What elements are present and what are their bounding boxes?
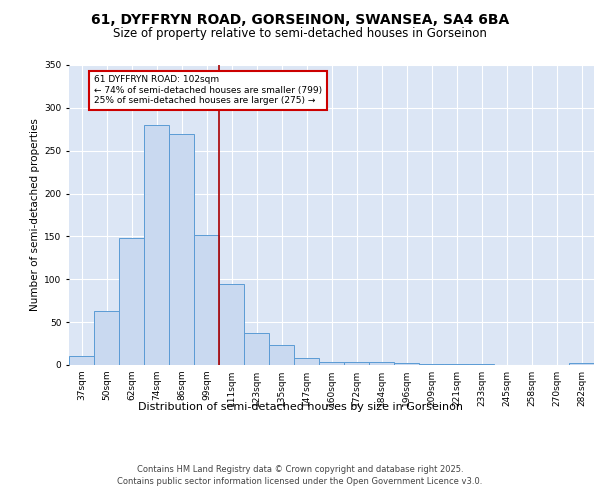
Bar (444, 364, 469, 365)
Bar (469, 364, 494, 365)
Text: Distribution of semi-detached houses by size in Gorseinon: Distribution of semi-detached houses by … (137, 402, 463, 412)
Y-axis label: Number of semi-detached properties: Number of semi-detached properties (30, 118, 40, 312)
Bar (169, 134, 194, 365)
Bar (269, 346, 294, 365)
Text: Contains HM Land Registry data © Crown copyright and database right 2025.: Contains HM Land Registry data © Crown c… (137, 465, 463, 474)
Bar (119, 238, 144, 365)
Text: Contains public sector information licensed under the Open Government Licence v3: Contains public sector information licen… (118, 478, 482, 486)
Bar (69, 356, 94, 365)
Bar (569, 364, 594, 365)
Bar (294, 358, 319, 365)
Text: 61, DYFFRYN ROAD, GORSEINON, SWANSEA, SA4 6BA: 61, DYFFRYN ROAD, GORSEINON, SWANSEA, SA… (91, 12, 509, 26)
Bar (244, 334, 269, 365)
Bar (219, 284, 244, 365)
Text: Size of property relative to semi-detached houses in Gorseinon: Size of property relative to semi-detach… (113, 28, 487, 40)
Bar (394, 364, 419, 365)
Bar (419, 364, 444, 365)
Bar (144, 125, 169, 365)
Bar (344, 362, 369, 365)
Bar (94, 311, 119, 365)
Bar (194, 234, 219, 365)
Bar (319, 362, 344, 365)
Bar (369, 362, 394, 365)
Text: 61 DYFFRYN ROAD: 102sqm
← 74% of semi-detached houses are smaller (799)
25% of s: 61 DYFFRYN ROAD: 102sqm ← 74% of semi-de… (94, 76, 322, 105)
